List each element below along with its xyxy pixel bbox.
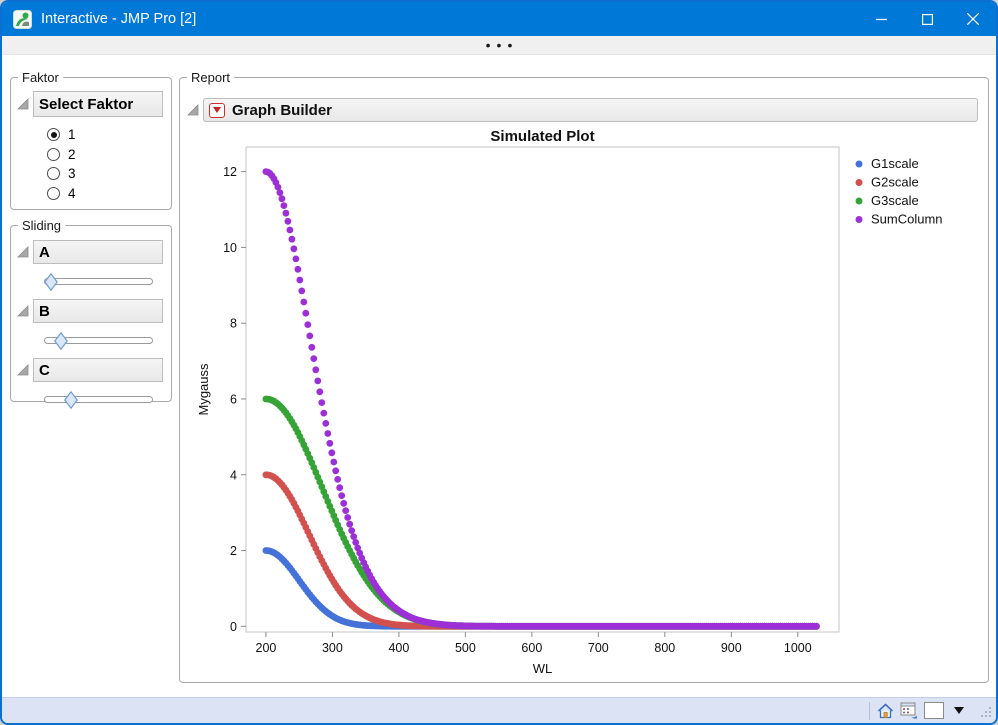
title-bar: Interactive - JMP Pro [2] [2,2,996,36]
slider-B-label: B [39,302,50,320]
svg-text:700: 700 [588,641,609,655]
disclosure-triangle-icon[interactable] [17,364,29,376]
disclosure-triangle-icon[interactable] [17,98,29,110]
svg-text:200: 200 [256,641,277,655]
faktor-option-4-label: 4 [68,185,76,201]
graph-builder-title: Graph Builder [232,101,333,119]
red-triangle-icon [213,107,221,113]
window-controls [858,2,996,36]
slider-A-track[interactable] [44,278,153,285]
simulated-plot-chart[interactable]: Simulated Plot 0 2 4 6 8 10 12 200 300 400 500 600 70… [191,125,983,687]
jmp-logo-icon [13,9,32,29]
series-SumColumn [262,168,820,630]
faktor-radio-3[interactable] [47,167,60,181]
legend-label: G2scale [871,175,919,190]
faktor-option-1[interactable]: 1 [47,125,171,145]
svg-text:300: 300 [322,641,343,655]
faktor-radio-1[interactable] [47,128,60,142]
svg-text:WL: WL [533,661,553,676]
faktor-radio-group: 1 2 3 4 [47,125,171,203]
graph-builder-header[interactable]: Graph Builder [203,98,978,122]
status-bar [2,697,996,723]
legend-label: SumColumn [871,212,943,227]
sliding-group-label: Sliding [22,218,62,233]
resize-grip[interactable] [978,704,992,718]
slider-C-track[interactable] [44,396,153,403]
toolbar-splitter[interactable]: ••• [2,36,996,55]
main-content: Faktor Select Faktor 1 2 3 [2,55,996,697]
legend-label: G3scale [871,193,919,208]
svg-text:900: 900 [721,641,742,655]
statusbar-separator [869,701,870,720]
faktor-radio-2[interactable] [47,147,60,161]
splitter-dots-icon: ••• [485,37,519,53]
svg-text:4: 4 [230,468,237,482]
slider-B-header[interactable]: B [33,299,163,323]
svg-text:Simulated Plot: Simulated Plot [490,128,594,145]
slider-block-B: B [17,299,163,350]
report-group-label: Report [191,70,231,85]
maximize-icon [921,13,933,25]
slider-thumb-C[interactable] [64,391,79,409]
svg-text:1000: 1000 [784,641,812,655]
faktor-option-3[interactable]: 3 [47,164,171,184]
minimize-icon [875,18,887,20]
red-triangle-menu-button[interactable] [209,102,225,118]
window-title: Interactive - JMP Pro [2] [41,11,197,27]
home-icon[interactable] [876,702,894,720]
faktor-group-label: Faktor [22,70,59,85]
color-swatch-button[interactable] [924,702,944,719]
slider-C-label: C [39,361,50,379]
faktor-radio-4[interactable] [47,186,60,200]
disclosure-triangle-icon[interactable] [17,246,29,258]
slider-block-A: A [17,240,163,291]
maximize-button[interactable] [904,2,950,36]
sliding-group: Sliding A B [10,218,172,409]
svg-text:500: 500 [455,641,476,655]
faktor-option-3-label: 3 [68,166,76,182]
slider-block-C: C [17,358,163,409]
select-faktor-header[interactable]: Select Faktor [33,91,163,117]
data-table-icon[interactable] [900,702,918,720]
faktor-group: Faktor Select Faktor 1 2 3 [10,70,172,210]
close-icon [967,13,979,25]
disclosure-triangle-icon[interactable] [17,305,29,317]
faktor-option-2-label: 2 [68,146,76,162]
close-button[interactable] [950,2,996,36]
dropdown-caret-icon[interactable] [954,707,964,714]
svg-text:0: 0 [230,620,237,634]
report-group: Report Graph Builder Simulated Plot 0 2 4 6 8… [179,70,989,683]
svg-text:400: 400 [388,641,409,655]
svg-text:8: 8 [230,317,237,331]
disclosure-triangle-icon[interactable] [187,104,199,116]
faktor-option-2[interactable]: 2 [47,145,171,165]
slider-thumb-B[interactable] [54,332,69,350]
svg-text:Mygauss: Mygauss [196,363,211,416]
svg-text:10: 10 [223,241,237,255]
svg-text:12: 12 [223,165,237,179]
select-faktor-header-label: Select Faktor [39,95,134,113]
faktor-option-4[interactable]: 4 [47,184,171,204]
slider-B-track[interactable] [44,337,153,344]
slider-A-header[interactable]: A [33,240,163,264]
minimize-button[interactable] [858,2,904,36]
svg-text:800: 800 [654,641,675,655]
svg-text:2: 2 [230,544,237,558]
svg-text:600: 600 [521,641,542,655]
slider-thumb-A[interactable] [43,273,58,291]
faktor-option-1-label: 1 [68,127,76,143]
legend-label: G1scale [871,156,919,171]
slider-C-header[interactable]: C [33,358,163,382]
svg-text:6: 6 [230,392,237,406]
chart-legend: G1scale G2scale G3scale SumColumn [855,156,943,227]
slider-A-label: A [39,243,50,261]
